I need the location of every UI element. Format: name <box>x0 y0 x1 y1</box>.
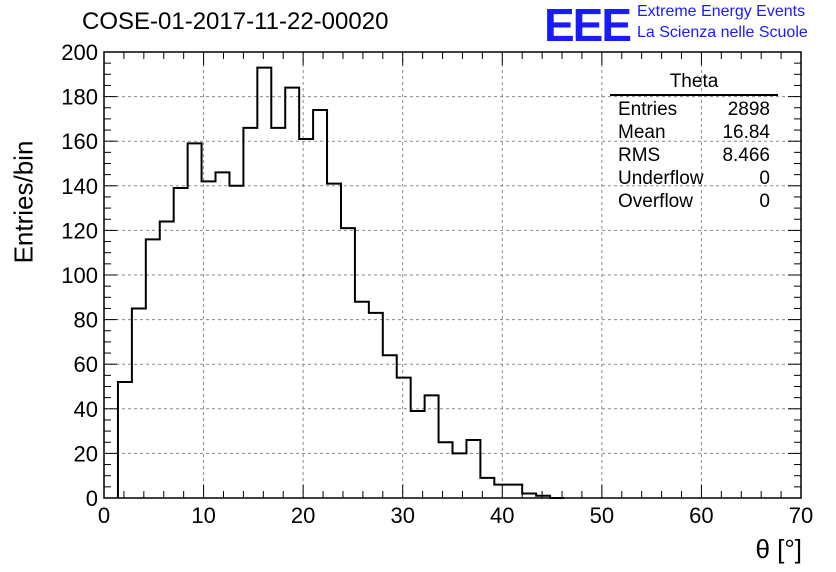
histogram-bin <box>202 181 216 498</box>
stats-row: Underflow 0 <box>610 167 778 190</box>
histogram-bin <box>341 228 355 498</box>
histogram-bin <box>132 308 146 498</box>
y-axis-label: Entries/bin <box>8 140 39 264</box>
y-tick-label: 20 <box>74 441 98 466</box>
stats-row: RMS 8.466 <box>610 144 778 167</box>
stats-label: RMS <box>618 145 661 166</box>
histogram-bin <box>299 139 313 498</box>
x-tick-label: 50 <box>590 503 614 528</box>
y-tick-label: 160 <box>61 129 98 154</box>
x-tick-label: 40 <box>490 503 514 528</box>
y-tick-label: 80 <box>74 308 98 333</box>
histogram-outline <box>116 66 565 499</box>
x-tick-label: 30 <box>390 503 414 528</box>
histogram-bin <box>118 382 132 498</box>
stats-row: Entries 2898 <box>610 98 778 121</box>
x-tick-label: 0 <box>98 503 110 528</box>
logo-caption-line1: Extreme Energy Events <box>637 3 806 20</box>
stats-label: Mean <box>618 122 666 143</box>
histogram-bin <box>383 355 397 498</box>
stats-label: Overflow <box>618 191 693 212</box>
y-tick-label: 60 <box>74 352 98 377</box>
x-tick-label: 10 <box>191 503 215 528</box>
stats-row: Mean 16.84 <box>610 121 778 144</box>
stats-value: 0 <box>759 168 770 189</box>
histogram-bin <box>355 302 369 498</box>
stats-row: Overflow 0 <box>610 190 778 213</box>
stats-value: 8.466 <box>722 145 770 166</box>
histogram-bin <box>480 478 494 498</box>
histogram-bin <box>243 128 257 498</box>
y-tick-label: 100 <box>61 263 98 288</box>
x-tick-label: 20 <box>291 503 315 528</box>
y-tick-label: 200 <box>61 40 98 65</box>
histogram-bin <box>536 496 550 498</box>
histogram-bin <box>425 395 439 498</box>
stats-box-title: Theta <box>610 72 778 96</box>
histogram-bin <box>369 313 383 498</box>
histogram-bin <box>216 172 230 498</box>
x-axis-label: θ [°] <box>755 534 802 564</box>
histogram-bin <box>285 88 299 498</box>
histogram-bin <box>229 186 243 498</box>
stats-value: 16.84 <box>722 122 770 143</box>
histogram-bin <box>453 453 467 498</box>
chart-title: COSE-01-2017-11-22-00020 <box>82 8 389 35</box>
histogram-bin <box>466 440 480 498</box>
histogram-bin <box>411 411 425 498</box>
histogram-bin <box>160 221 174 498</box>
y-tick-label: 0 <box>86 486 98 511</box>
histogram-bin <box>439 442 453 498</box>
stats-value: 0 <box>759 191 770 212</box>
y-tick-label: 180 <box>61 85 98 110</box>
stats-box: Theta Entries 2898 Mean 16.84 RMS 8.466 Und… <box>610 72 778 213</box>
y-tick-label: 140 <box>61 174 98 199</box>
histogram-bin <box>327 184 341 498</box>
histogram-bin <box>174 188 188 498</box>
histogram-bin <box>508 485 522 498</box>
stats-label: Entries <box>618 99 678 120</box>
y-tick-label: 40 <box>74 397 98 422</box>
histogram-bin <box>188 143 202 498</box>
histogram-bin <box>146 239 160 498</box>
stats-value: 2898 <box>727 99 770 120</box>
logo-caption-line2: La Scienza nelle Scuole <box>637 24 808 41</box>
histogram-bin <box>313 110 327 498</box>
histogram-bin <box>494 485 508 498</box>
histogram-bin <box>522 494 536 498</box>
x-tick-label: 60 <box>689 503 713 528</box>
histogram-bin <box>397 378 411 498</box>
y-tick-label: 120 <box>61 218 98 243</box>
eee-logo: EEE <box>544 0 632 51</box>
stats-label: Underflow <box>618 168 704 189</box>
histogram-bin <box>257 68 271 498</box>
histogram-bin <box>271 128 285 498</box>
x-tick-label: 70 <box>789 503 813 528</box>
